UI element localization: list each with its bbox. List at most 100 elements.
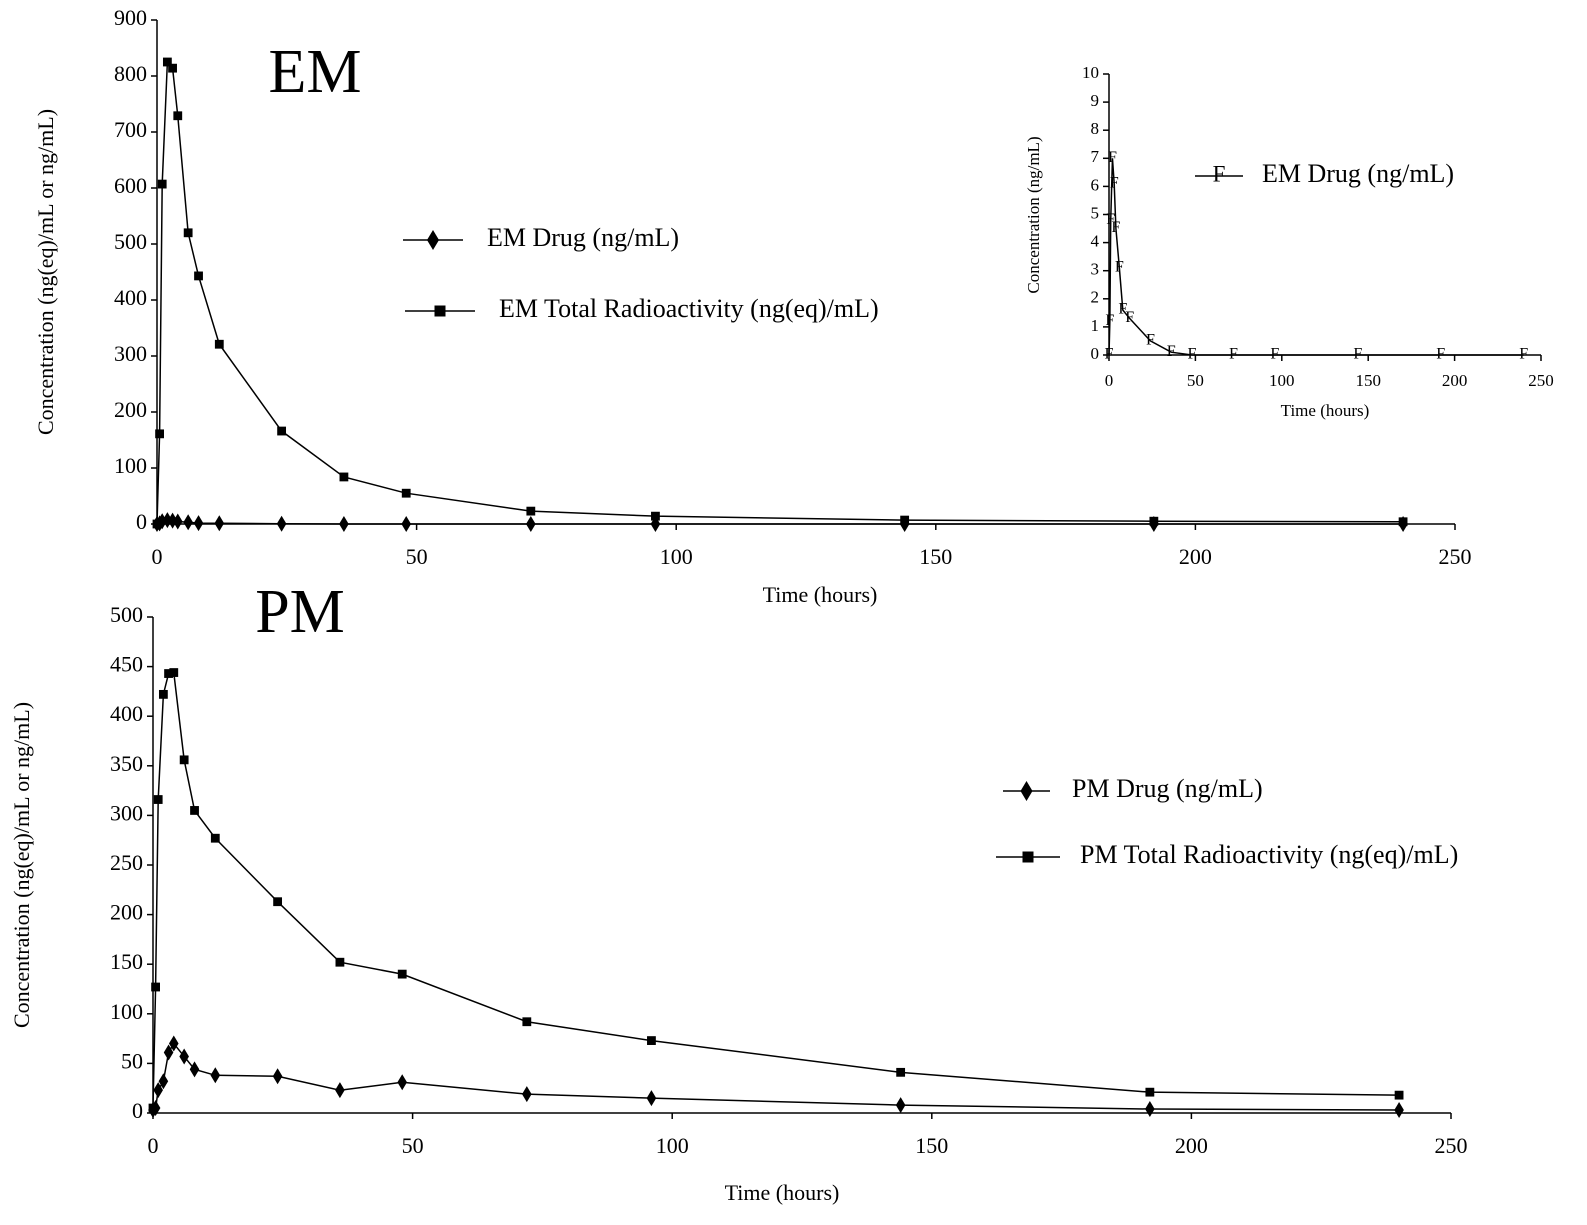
marker bbox=[272, 1068, 283, 1085]
marker bbox=[1394, 1102, 1404, 1119]
marker bbox=[214, 339, 224, 349]
marker: F bbox=[1105, 346, 1114, 363]
marker bbox=[339, 472, 349, 482]
marker bbox=[335, 957, 345, 967]
marker bbox=[152, 519, 162, 529]
marker bbox=[210, 1067, 221, 1084]
y-tick-label: 250 bbox=[110, 850, 143, 875]
legend-label: EM Drug (ng/mL) bbox=[1262, 159, 1454, 188]
marker bbox=[397, 969, 407, 979]
marker bbox=[522, 1017, 532, 1027]
legend-marker bbox=[1022, 851, 1034, 863]
marker: F bbox=[1353, 346, 1362, 363]
marker bbox=[190, 806, 199, 815]
marker bbox=[526, 506, 536, 516]
marker bbox=[651, 511, 660, 521]
chart-title: PM bbox=[255, 578, 345, 646]
legend-marker bbox=[434, 305, 446, 317]
y-tick-label: 100 bbox=[110, 999, 143, 1024]
y-tick-label: 3 bbox=[1091, 260, 1100, 279]
marker bbox=[169, 668, 179, 677]
marker bbox=[168, 63, 177, 73]
marker bbox=[189, 1061, 200, 1078]
marker bbox=[148, 1103, 158, 1113]
marker: F bbox=[1436, 346, 1445, 363]
marker bbox=[647, 1036, 656, 1045]
y-tick-label: 0 bbox=[132, 1098, 143, 1123]
marker bbox=[194, 271, 203, 281]
marker bbox=[646, 1090, 657, 1107]
marker bbox=[1398, 517, 1408, 527]
marker bbox=[277, 426, 287, 436]
y-tick-label: 800 bbox=[114, 61, 147, 86]
y-tick-label: 0 bbox=[1091, 344, 1100, 363]
marker: F bbox=[1270, 346, 1279, 363]
marker: F bbox=[1106, 211, 1115, 228]
marker: F bbox=[1105, 312, 1114, 329]
x-tick-label: 50 bbox=[1187, 371, 1204, 390]
marker bbox=[650, 516, 661, 532]
legend-label: PM Total Radioactivity (ng(eq)/mL) bbox=[1080, 840, 1458, 869]
y-tick-label: 150 bbox=[110, 949, 143, 974]
marker bbox=[335, 1082, 345, 1099]
y-tick-label: 100 bbox=[114, 453, 147, 478]
y-tick-label: 7 bbox=[1091, 147, 1100, 166]
y-tick-label: 900 bbox=[114, 5, 147, 30]
legend-label: EM Total Radioactivity (ng(eq)/mL) bbox=[499, 294, 879, 323]
x-axis-label: Time (hours) bbox=[725, 1180, 840, 1205]
marker bbox=[526, 516, 536, 532]
marker: F bbox=[1146, 332, 1155, 349]
marker bbox=[162, 512, 173, 529]
marker bbox=[153, 795, 163, 804]
legend-marker: F bbox=[1213, 161, 1226, 186]
x-axis-label: Time (hours) bbox=[1281, 401, 1370, 420]
y-axis-label: Concentration (ng(eq)/mL or ng/mL) bbox=[9, 702, 34, 1028]
x-tick-label: 0 bbox=[152, 544, 163, 569]
y-axis-label: Concentration (ng/mL) bbox=[1024, 136, 1043, 293]
marker bbox=[153, 1082, 163, 1099]
x-tick-label: 200 bbox=[1175, 1133, 1208, 1158]
marker bbox=[401, 488, 411, 498]
marker: F bbox=[1125, 309, 1134, 326]
x-axis-label: Time (hours) bbox=[763, 582, 878, 607]
y-tick-label: 700 bbox=[114, 117, 147, 142]
marker bbox=[183, 514, 193, 531]
y-tick-label: 0 bbox=[136, 509, 147, 534]
marker bbox=[273, 897, 283, 907]
marker bbox=[1149, 516, 1159, 526]
marker bbox=[162, 57, 172, 67]
marker: F bbox=[1118, 301, 1127, 318]
y-tick-label: 300 bbox=[114, 341, 147, 366]
y-tick-label: 5 bbox=[1091, 203, 1100, 222]
y-tick-label: 450 bbox=[110, 652, 143, 677]
marker: F bbox=[1111, 219, 1120, 236]
legend-marker bbox=[1020, 781, 1033, 801]
marker: F bbox=[1115, 259, 1124, 276]
series-line bbox=[152, 671, 1400, 1109]
x-tick-label: 250 bbox=[1439, 544, 1472, 569]
legend-marker bbox=[427, 230, 439, 250]
marker bbox=[276, 515, 287, 532]
series-line bbox=[152, 1042, 1400, 1111]
marker bbox=[172, 513, 183, 530]
x-tick-label: 250 bbox=[1528, 371, 1554, 390]
legend-label: EM Drug (ng/mL) bbox=[487, 223, 679, 252]
marker: F bbox=[1167, 343, 1176, 360]
marker bbox=[339, 515, 349, 532]
marker bbox=[167, 512, 178, 529]
marker bbox=[210, 833, 220, 843]
marker bbox=[173, 111, 183, 121]
x-tick-label: 150 bbox=[1355, 371, 1381, 390]
y-tick-label: 400 bbox=[110, 701, 143, 726]
x-tick-label: 50 bbox=[406, 544, 428, 569]
marker bbox=[895, 1097, 906, 1114]
marker bbox=[1145, 1101, 1155, 1118]
marker bbox=[164, 669, 173, 678]
x-tick-label: 250 bbox=[1435, 1133, 1468, 1158]
marker: F bbox=[1519, 346, 1528, 363]
x-tick-label: 200 bbox=[1442, 371, 1468, 390]
y-tick-label: 350 bbox=[110, 751, 143, 776]
marker bbox=[155, 429, 164, 439]
marker bbox=[1145, 1087, 1155, 1097]
